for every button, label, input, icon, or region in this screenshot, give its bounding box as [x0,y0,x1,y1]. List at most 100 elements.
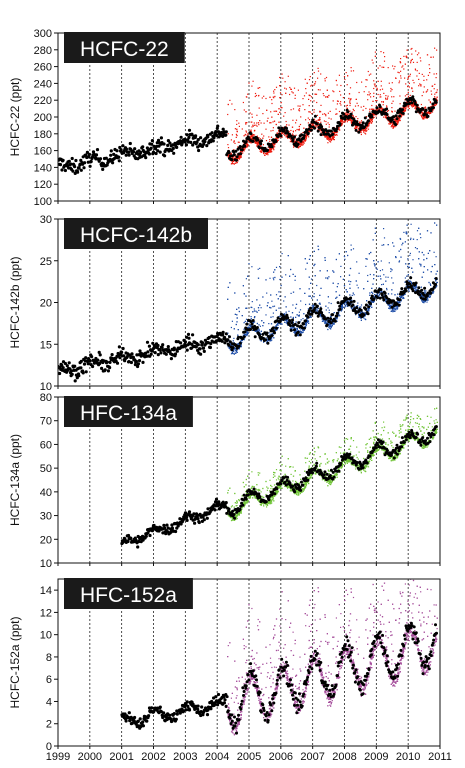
hourly-measurement-point [363,105,365,107]
flask-sample-point [122,354,126,358]
hourly-measurement-point [372,108,374,110]
flask-sample-point [77,374,81,378]
hourly-measurement-point [427,112,429,114]
hourly-measurement-point [345,72,347,74]
hourly-measurement-point [308,119,311,121]
flask-sample-point [149,146,153,150]
hourly-measurement-point [259,87,261,89]
hourly-measurement-point [409,73,411,75]
hourly-measurement-point [424,116,426,118]
panel-title-badge [64,32,185,63]
hourly-measurement-point [376,100,378,102]
hourly-measurement-point [310,123,312,125]
hourly-measurement-point [308,136,310,138]
flask-sample-point [200,341,205,345]
hourly-measurement-point [336,84,338,86]
flask-sample-point [85,150,89,154]
hourly-measurement-point [397,115,399,117]
hourly-measurement-point [399,118,401,120]
baseline-point [413,99,417,103]
hourly-measurement-point [273,90,275,92]
hourly-measurement-point [279,97,281,99]
hourly-measurement-point [304,78,306,80]
hourly-measurement-point [290,88,292,90]
hourly-measurement-point [317,67,319,69]
hourly-measurement-point [249,112,251,114]
hourly-measurement-point [348,93,351,95]
hourly-measurement-point [402,65,404,67]
flask-sample-point [214,339,219,343]
flask-sample-point [141,145,145,149]
hourly-measurement-point [399,103,401,105]
hourly-measurement-point [361,129,364,131]
hourly-measurement-point [338,129,340,131]
hourly-measurement-point [402,111,404,113]
hourly-measurement-point [373,95,375,98]
hourly-measurement-point [256,145,258,147]
hourly-measurement-point [329,137,331,139]
hourly-measurement-point [231,103,233,105]
hourly-measurement-point [328,94,330,97]
hourly-measurement-point [273,92,275,94]
hourly-measurement-point [330,118,332,120]
hourly-measurement-point [238,125,240,127]
hourly-measurement-point [230,353,233,355]
hourly-measurement-point [388,82,390,84]
hourly-measurement-point [398,119,400,121]
flask-sample-point [150,349,154,353]
flask-sample-point [221,333,225,337]
hourly-measurement-point [302,98,304,100]
hourly-measurement-point [336,113,338,115]
hourly-measurement-point [412,79,414,81]
baseline-point [277,126,281,130]
hourly-measurement-point [368,123,370,125]
hourly-measurement-point [367,94,369,96]
baseline-point [434,100,438,104]
hourly-measurement-point [374,51,376,53]
hourly-measurement-point [300,144,303,146]
hourly-measurement-point [284,112,286,114]
baseline-point [249,132,253,136]
hourly-measurement-point [249,137,252,139]
hourly-measurement-point [305,92,307,94]
hourly-measurement-point [251,85,253,87]
hourly-measurement-point [351,111,353,113]
hourly-measurement-point [423,116,425,118]
hourly-measurement-point [246,145,248,147]
hourly-measurement-point [320,111,322,113]
hourly-measurement-point [261,97,263,99]
baseline-point [431,102,435,106]
hourly-measurement-point [351,294,353,296]
hourly-measurement-point [331,138,333,140]
hourly-measurement-point [353,117,355,119]
hourly-measurement-point [379,65,381,67]
hourly-measurement-point [238,141,240,143]
flask-sample-point [61,366,65,370]
hourly-measurement-point [244,133,246,136]
y-tick-label: 240 [34,78,52,90]
hourly-measurement-point [382,101,384,103]
flask-sample-point [194,345,198,349]
flask-sample-point [175,145,179,149]
hourly-measurement-point [319,111,321,113]
hourly-measurement-point [352,114,354,117]
hourly-measurement-point [277,139,279,141]
hourly-measurement-point [313,111,315,113]
baseline-point [401,108,404,112]
hourly-measurement-point [345,112,347,114]
hourly-measurement-point [403,68,405,70]
hourly-measurement-point [346,114,348,116]
flask-sample-point [185,133,189,137]
hourly-measurement-point [382,108,384,110]
hourly-measurement-point [350,119,352,121]
hourly-measurement-point [294,279,296,281]
flask-sample-point [87,155,91,159]
hourly-measurement-point [410,104,412,106]
hourly-measurement-point [319,129,321,131]
hourly-measurement-point [436,49,438,51]
hourly-measurement-point [271,300,273,302]
hourly-measurement-point [298,140,300,142]
hourly-measurement-point [363,91,365,93]
hourly-measurement-point [423,75,425,77]
hourly-measurement-point [274,95,276,98]
